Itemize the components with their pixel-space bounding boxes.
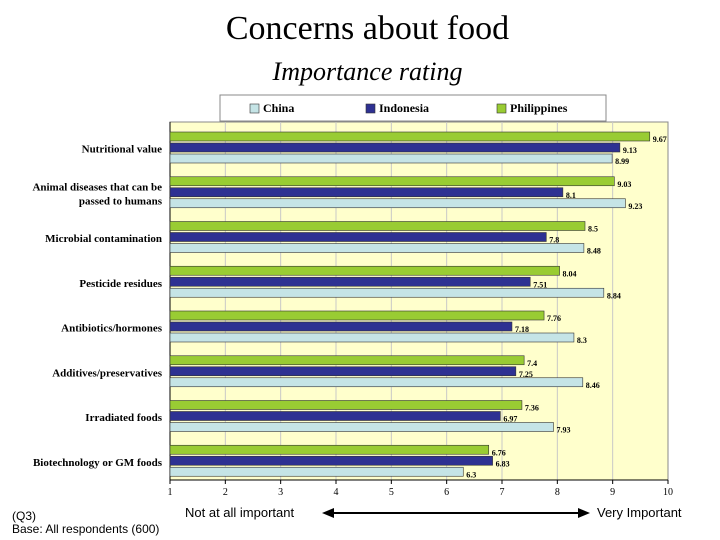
legend-swatch	[365, 103, 376, 114]
category-label: Irradiated foods	[85, 412, 162, 424]
bar	[169, 444, 490, 455]
chart-subtitle: Importance rating	[272, 57, 463, 86]
data-label: 8.48	[587, 247, 601, 256]
legend-swatch	[496, 103, 507, 114]
data-label: 8.99	[615, 157, 629, 166]
x-tick-label: 10	[663, 487, 673, 498]
data-label: 9.03	[617, 180, 631, 189]
bar	[169, 243, 585, 253]
data-label: 7.18	[515, 325, 529, 334]
bar	[169, 187, 564, 198]
bar	[169, 142, 621, 153]
x-tick-label: 7	[500, 487, 505, 498]
bar	[169, 422, 554, 432]
category-label: Nutritional value	[82, 144, 162, 156]
data-label: 6.76	[492, 448, 506, 457]
data-label: 7.4	[527, 359, 537, 368]
bar	[169, 221, 586, 231]
bar	[169, 232, 547, 242]
bar	[169, 176, 615, 187]
category-label: Antibiotics/hormones	[61, 323, 163, 335]
scale-arrow-left-head	[322, 508, 334, 518]
data-label: 8.04	[563, 269, 577, 278]
bar	[169, 131, 651, 142]
bar	[169, 310, 545, 321]
chart-title: Concerns about food	[225, 10, 510, 47]
data-label: 7.51	[533, 280, 547, 289]
x-tick-label: 1	[168, 487, 173, 498]
data-label: 8.46	[586, 381, 600, 390]
bar	[169, 455, 493, 466]
bar	[169, 198, 626, 209]
data-label: 6.3	[466, 470, 476, 479]
legend-swatch	[249, 103, 260, 114]
x-tick-label: 6	[444, 487, 449, 498]
category-label: Additives/preservatives	[52, 367, 163, 379]
data-label: 6.97	[503, 415, 517, 424]
x-tick-label: 4	[334, 487, 339, 498]
footnote-question: (Q3)	[12, 509, 36, 523]
bar	[169, 153, 613, 164]
bar	[169, 276, 531, 287]
x-tick-label: 8	[555, 487, 560, 498]
x-tick-label: 5	[389, 487, 394, 498]
data-label: 7.76	[547, 314, 561, 323]
data-label: 8.5	[588, 225, 598, 234]
category-label: Biotechnology or GM foods	[33, 457, 163, 469]
scale-low-label: Not at all important	[185, 505, 295, 520]
data-label: 7.93	[556, 426, 570, 435]
bar	[169, 265, 560, 276]
x-tick-label: 3	[278, 487, 283, 498]
bar	[169, 355, 525, 366]
data-label: 7.25	[519, 370, 533, 379]
legend-label: Indonesia	[379, 101, 429, 115]
category-label: Microbial contamination	[45, 233, 162, 245]
data-label: 6.83	[496, 459, 510, 468]
bar	[169, 377, 584, 388]
data-label: 7.8	[549, 236, 559, 245]
category-label: Pesticide residues	[79, 278, 162, 290]
legend-label: Philippines	[510, 101, 568, 115]
category-label: passed to humans	[79, 195, 163, 207]
bar	[169, 321, 513, 332]
scale-arrow-right-head	[578, 508, 590, 518]
data-label: 8.3	[577, 336, 587, 345]
bar	[169, 332, 575, 343]
legend-box	[219, 94, 607, 122]
data-label: 7.36	[525, 404, 539, 413]
x-tick-label: 9	[610, 487, 615, 498]
bar	[169, 411, 501, 421]
data-label: 9.67	[653, 135, 667, 144]
bar	[169, 366, 517, 377]
data-label: 9.23	[628, 202, 642, 211]
x-tick-label: 2	[223, 487, 228, 498]
data-label: 8.84	[607, 291, 621, 300]
bar	[169, 400, 523, 410]
scale-high-label: Very Important	[597, 505, 682, 520]
bar	[169, 287, 605, 298]
bar	[169, 466, 464, 477]
footnote-base: Base: All respondents (600)	[12, 522, 160, 536]
data-label: 8.1	[566, 191, 576, 200]
data-label: 9.13	[623, 146, 637, 155]
category-label: Animal diseases that can be	[32, 181, 162, 193]
legend-label: China	[263, 101, 294, 115]
